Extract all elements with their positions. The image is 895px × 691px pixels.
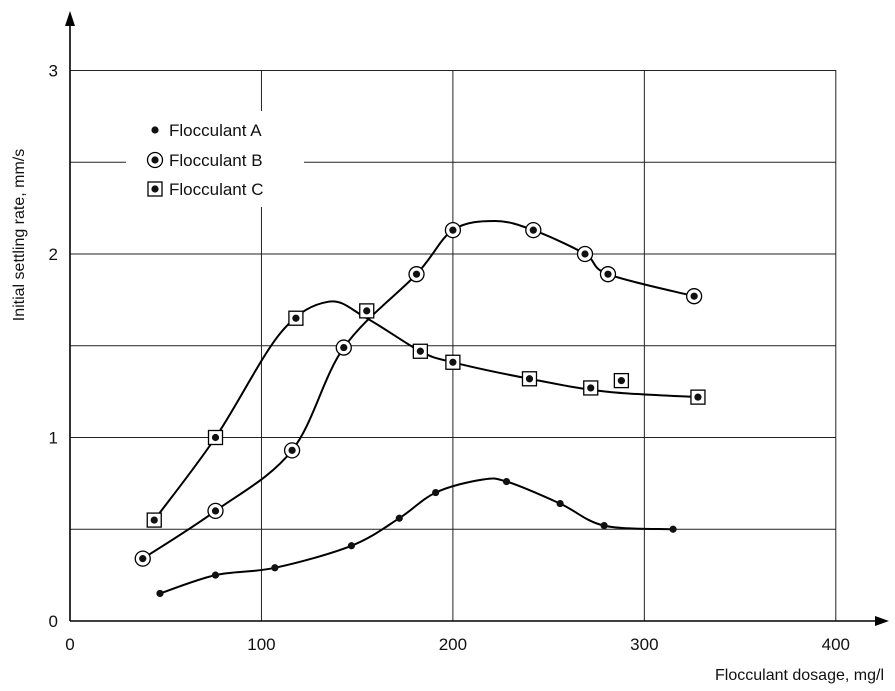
- marker-dot: [529, 226, 537, 234]
- series-curve-c: [153, 300, 699, 521]
- data-point-b-1: [207, 502, 224, 520]
- data-point-a-5: [432, 488, 440, 497]
- y-tick-label-2: 2: [49, 245, 58, 264]
- marker-dot: [150, 516, 158, 524]
- marker-dot: [288, 446, 296, 454]
- grid-lines: [70, 70, 837, 621]
- marker-dot: [211, 433, 220, 442]
- data-point-c-9: [690, 389, 706, 405]
- marker-dot: [151, 156, 159, 164]
- data-point-b-8: [599, 266, 617, 283]
- y-axis-arrow: [65, 11, 75, 26]
- marker-dot: [211, 571, 220, 579]
- data-point-b-0: [134, 550, 151, 567]
- marker-dot: [412, 270, 421, 278]
- marker-dot: [292, 314, 300, 322]
- x-axis-label: Flocculant dosage, mg/l: [715, 667, 884, 684]
- data-point-c-2: [288, 310, 304, 326]
- x-tick-label-100: 100: [247, 635, 275, 654]
- y-tick-label-0: 0: [49, 612, 58, 631]
- data-point-b-2: [283, 442, 301, 459]
- marker-dot: [211, 507, 220, 515]
- data-point-a-6: [502, 477, 511, 486]
- marker-dot: [156, 589, 164, 598]
- data-point-a-7: [556, 499, 564, 508]
- marker-dot: [151, 185, 159, 193]
- x-tick-label-400: 400: [822, 635, 850, 654]
- data-point-a-0: [156, 589, 164, 598]
- y-tick-label-1: 1: [49, 429, 58, 448]
- data-point-a-9: [669, 525, 677, 533]
- x-tick-label-300: 300: [630, 635, 658, 654]
- marker-dot: [604, 270, 612, 278]
- data-point-b-9: [685, 288, 703, 305]
- legend-marker-a: [151, 126, 159, 134]
- legend-label-b: Flocculant B: [169, 151, 263, 170]
- data-point-c-1: [207, 429, 224, 446]
- marker-dot: [449, 226, 457, 234]
- data-point-c-8: [613, 372, 630, 389]
- marker-dot: [363, 307, 371, 315]
- marker-dot: [617, 377, 625, 385]
- x-tick-label-0: 0: [65, 635, 74, 654]
- marker-dot: [449, 358, 457, 366]
- legend-marker-c: [147, 181, 163, 197]
- y-axis-label: Initial settling rate, mm/s: [11, 149, 28, 322]
- data-point-b-4: [408, 266, 425, 283]
- axes: 0 100 200 300 400 0 1 2 3: [49, 11, 889, 654]
- marker-dot: [347, 542, 356, 550]
- legend: Flocculant A Flocculant B Flocculant C: [126, 111, 304, 207]
- marker-dot: [600, 521, 608, 530]
- data-point-b-5: [444, 221, 462, 239]
- data-point-a-2: [271, 564, 279, 572]
- marker-dot: [340, 343, 348, 352]
- data-point-c-5: [445, 354, 461, 370]
- marker-dot: [690, 292, 698, 300]
- marker-dot: [139, 555, 147, 563]
- marker-dot: [669, 525, 677, 533]
- data-point-a-8: [600, 521, 608, 530]
- axis-labels: Flocculant dosage, mg/l Initial settling…: [11, 149, 884, 684]
- marker-dot: [587, 384, 595, 392]
- marker-dot: [556, 499, 564, 508]
- data-point-c-4: [412, 343, 429, 359]
- data-point-c-0: [146, 512, 162, 528]
- series-markers: [134, 221, 706, 598]
- marker-dot: [416, 347, 424, 355]
- marker-dot: [271, 564, 279, 572]
- marker-dot: [502, 477, 511, 486]
- x-axis-arrow: [875, 616, 889, 626]
- series-curve-b: [142, 219, 695, 560]
- legend-marker-b: [146, 151, 164, 169]
- data-point-b-3: [335, 339, 352, 356]
- marker-dot: [432, 488, 440, 497]
- data-point-a-1: [211, 571, 220, 579]
- x-tick-label-200: 200: [439, 635, 467, 654]
- marker-dot: [395, 514, 403, 522]
- data-point-a-4: [395, 514, 403, 522]
- legend-label-a: Flocculant A: [169, 121, 262, 140]
- legend-label-c: Flocculant C: [169, 180, 263, 199]
- marker-dot: [151, 126, 159, 134]
- data-point-a-3: [347, 542, 356, 550]
- data-point-c-3: [359, 303, 375, 319]
- data-point-c-7: [583, 380, 599, 396]
- y-tick-label-3: 3: [49, 62, 58, 81]
- data-point-c-6: [521, 371, 538, 387]
- data-point-b-6: [525, 221, 542, 239]
- marker-dot: [525, 375, 534, 383]
- marker-dot: [581, 250, 589, 258]
- data-point-b-7: [576, 245, 594, 263]
- marker-dot: [694, 393, 702, 401]
